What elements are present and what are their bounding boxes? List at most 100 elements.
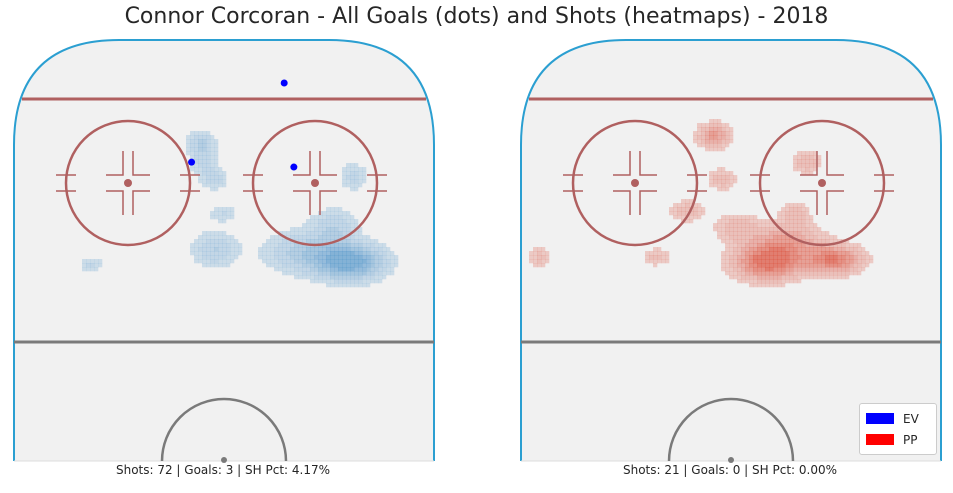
heat-cell: [793, 155, 798, 160]
heat-cell: [801, 251, 806, 256]
heat-cell: [350, 243, 355, 248]
faceoff-dot: [818, 179, 826, 187]
heat-cell: [841, 271, 846, 276]
heat-cell: [729, 135, 734, 140]
heat-cell: [258, 247, 263, 252]
heat-cell: [382, 271, 387, 276]
heat-cell: [789, 203, 794, 208]
heat-cell: [226, 255, 231, 260]
heat-cell: [314, 259, 319, 264]
heat-cell: [725, 179, 730, 184]
heat-cell: [789, 211, 794, 216]
heat-cell: [761, 271, 766, 276]
heat-cell: [813, 231, 818, 236]
heat-cell: [733, 259, 738, 264]
heat-cell: [186, 135, 191, 140]
heat-cell: [350, 235, 355, 240]
heat-cell: [721, 235, 726, 240]
heat-cell: [789, 247, 794, 252]
heat-cell: [310, 223, 315, 228]
heat-cell: [210, 215, 215, 220]
heat-cell: [737, 267, 742, 272]
heat-cell: [214, 211, 219, 216]
heat-cell: [358, 235, 363, 240]
heat-cell: [769, 263, 774, 268]
heat-cell: [378, 271, 383, 276]
heat-cell: [773, 267, 778, 272]
heat-cell: [218, 207, 223, 212]
heat-cell: [757, 219, 762, 224]
heat-cell: [366, 283, 371, 288]
heat-cell: [334, 235, 339, 240]
heat-cell: [258, 251, 263, 256]
center-ice-circle: [667, 397, 795, 462]
heat-cell: [793, 211, 798, 216]
heat-cell: [342, 219, 347, 224]
heat-cell: [817, 255, 822, 260]
heat-cell: [98, 259, 103, 264]
heat-cell: [222, 255, 227, 260]
heat-cell: [382, 263, 387, 268]
heat-cell: [82, 267, 87, 272]
heat-cell: [737, 251, 742, 256]
heat-cell: [745, 263, 750, 268]
heat-cell: [278, 259, 283, 264]
heat-cell: [793, 235, 798, 240]
heat-cell: [721, 135, 726, 140]
heat-cell: [366, 267, 371, 272]
heat-cell: [725, 135, 730, 140]
heat-cell: [314, 215, 319, 220]
heat-cell: [709, 175, 714, 180]
heat-cell: [709, 171, 714, 176]
heat-cell: [350, 267, 355, 272]
heat-cell: [358, 267, 363, 272]
heat-cell: [729, 259, 734, 264]
heat-cell: [218, 183, 223, 188]
heat-cell: [701, 123, 706, 128]
heat-cell: [841, 251, 846, 256]
heat-cell: [334, 279, 339, 284]
heat-cell: [781, 263, 786, 268]
heat-cell: [677, 203, 682, 208]
heat-cell: [314, 255, 319, 260]
heat-cell: [709, 123, 714, 128]
heat-cell: [358, 175, 363, 180]
heat-cell: [829, 263, 834, 268]
heat-cell: [346, 271, 351, 276]
heat-cell: [845, 243, 850, 248]
heat-cell: [198, 235, 203, 240]
ev-rink-panel: [13, 39, 435, 463]
heat-cell: [226, 211, 231, 216]
heat-cell: [210, 263, 215, 268]
rink-ice: [521, 40, 941, 461]
heat-cell: [214, 139, 219, 144]
heat-cell: [789, 259, 794, 264]
heat-cell: [210, 187, 215, 192]
heat-cell: [681, 215, 686, 220]
heat-cell: [725, 143, 730, 148]
heat-cell: [741, 251, 746, 256]
heat-cell: [342, 231, 347, 236]
heat-cell: [286, 255, 291, 260]
heat-cell: [350, 215, 355, 220]
heat-cell: [318, 251, 323, 256]
heat-cell: [394, 259, 399, 264]
heat-cell: [721, 131, 726, 136]
heat-cell: [793, 219, 798, 224]
heat-cell: [773, 283, 778, 288]
heat-cell: [194, 239, 199, 244]
heat-cell: [194, 243, 199, 248]
heat-cell: [813, 167, 818, 172]
heat-cell: [314, 275, 319, 280]
heat-cell: [761, 283, 766, 288]
heat-cell: [298, 247, 303, 252]
heat-cell: [665, 259, 670, 264]
heat-cell: [306, 271, 311, 276]
heat-cell: [825, 259, 830, 264]
heat-cell: [837, 251, 842, 256]
heat-cell: [713, 127, 718, 132]
heat-cell: [717, 187, 722, 192]
heat-cell: [282, 231, 287, 236]
heat-cell: [825, 271, 830, 276]
heat-cell: [713, 139, 718, 144]
